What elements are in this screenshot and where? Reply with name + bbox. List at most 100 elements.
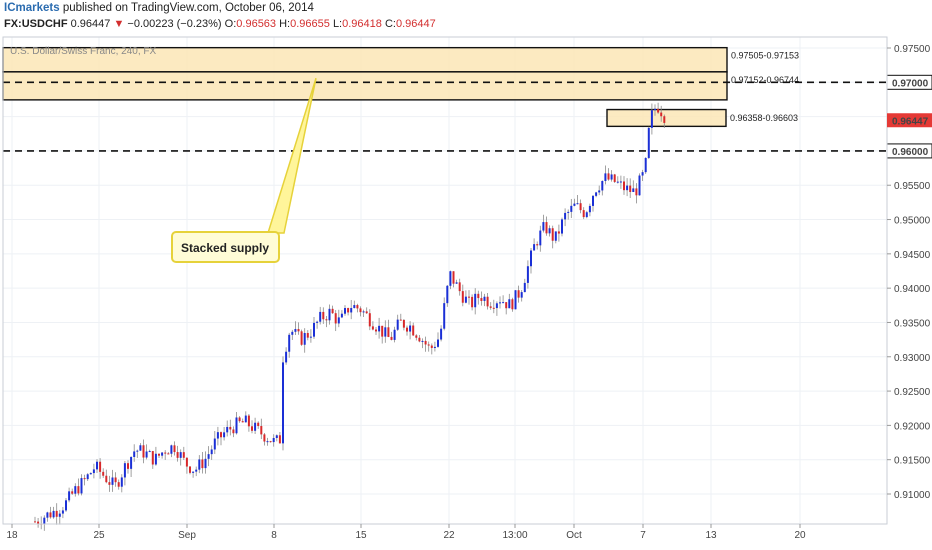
candle-down [49, 512, 52, 518]
candle-down [418, 337, 421, 342]
candle-up [632, 188, 635, 193]
candle-down [334, 313, 337, 324]
candle-up [52, 510, 55, 518]
candle-down [505, 302, 508, 309]
candle-up [654, 108, 656, 111]
candle-down [114, 477, 117, 483]
candle-up [46, 512, 49, 518]
candle-up [539, 230, 542, 246]
candle-up [530, 250, 532, 267]
candle-down [406, 327, 408, 332]
candle-down [582, 210, 585, 218]
candle-down [492, 307, 495, 309]
candle-up [58, 513, 61, 517]
high-value: 0.96655 [290, 18, 330, 30]
candle-up [585, 212, 588, 218]
y-tick-label: 0.95500 [894, 181, 931, 192]
y-tick-label: 0.93500 [894, 318, 931, 329]
x-tick-label: 7 [640, 530, 646, 541]
candle-down [269, 441, 272, 443]
candle-down [607, 173, 610, 180]
candle-up [576, 203, 579, 205]
change-value: −0.00223 (−0.23%) [127, 18, 222, 30]
candle-down [387, 327, 390, 337]
candle-down [102, 471, 105, 476]
y-tick-label: 0.94000 [894, 284, 931, 295]
candle-down [331, 308, 334, 314]
candle-up [210, 449, 213, 455]
candle-down [489, 306, 492, 308]
candle-up [195, 469, 198, 472]
candle-up [433, 346, 436, 348]
candle-down [164, 452, 167, 454]
candle-down [623, 181, 625, 191]
candle-down [613, 174, 616, 182]
candle-up [89, 473, 92, 475]
candle-up [80, 478, 83, 494]
candle-up [145, 451, 148, 458]
x-tick-label: 18 [6, 530, 18, 541]
candle-up [65, 500, 67, 511]
candle-up [161, 452, 164, 456]
x-tick-label: 8 [271, 530, 277, 541]
candle-up [533, 244, 536, 251]
candle-down [229, 426, 232, 430]
quote-header: FX:USDCHF 0.96447 ▼ −0.00223 (−0.23%) O:… [4, 18, 436, 30]
brand-link[interactable]: ICmarkets [4, 2, 60, 14]
candle-up [111, 477, 114, 485]
candle-up [483, 296, 486, 301]
candle-down [220, 432, 222, 438]
candle-down [468, 296, 470, 298]
candle-up [340, 313, 343, 318]
supply-zone [2, 71, 728, 101]
candle-up [502, 302, 505, 304]
candle-up [604, 173, 607, 181]
candle-up [223, 432, 226, 438]
candle-up [285, 351, 288, 363]
chart-title: U.S. Dollar/Swiss Franc, 240, FX [10, 46, 156, 57]
candle-up [650, 110, 653, 128]
candle-down [365, 311, 368, 314]
candle-up [573, 203, 576, 206]
candle-down [657, 108, 660, 113]
y-tick-label: 0.94500 [894, 250, 931, 261]
candle-down [158, 453, 160, 456]
low-label: L: [332, 18, 343, 30]
candle-up [266, 441, 269, 443]
candle-up [170, 445, 173, 454]
candle-down [486, 296, 489, 307]
callout-box [171, 231, 280, 263]
candle-down [77, 486, 80, 494]
candle-up [192, 471, 195, 473]
candle-up [526, 266, 529, 283]
candle-down [471, 296, 474, 308]
candle-up [514, 290, 517, 310]
candle-up [288, 334, 291, 352]
candle-down [263, 434, 266, 442]
price-levels: 0.97000 0.96000 [3, 74, 932, 159]
candle-up [244, 415, 247, 423]
candle-up [499, 302, 501, 304]
chart-axes: 0.96447 0.97500 0.95500 0.95000 0.94500 0.940… [2, 36, 932, 541]
candle-down [260, 426, 263, 435]
candle-down [660, 112, 663, 117]
candle-down [55, 510, 58, 517]
candle-down [99, 461, 102, 472]
candle-up [139, 445, 142, 451]
last-price-label: 0.96447 [892, 116, 929, 127]
candle-up [344, 308, 346, 314]
candle-down [325, 319, 328, 321]
candle-down [173, 445, 176, 453]
candle-down [536, 244, 539, 246]
candle-down [368, 313, 371, 327]
x-tick-label: 13 [705, 530, 717, 541]
candle-up [74, 486, 77, 494]
candle-up [378, 325, 381, 332]
candle-up [396, 319, 399, 330]
y-tick-label: 0.92500 [894, 387, 931, 398]
candle-up [474, 293, 477, 308]
candle-up [303, 333, 306, 345]
candle-up [437, 339, 439, 347]
candle-down [71, 491, 74, 494]
